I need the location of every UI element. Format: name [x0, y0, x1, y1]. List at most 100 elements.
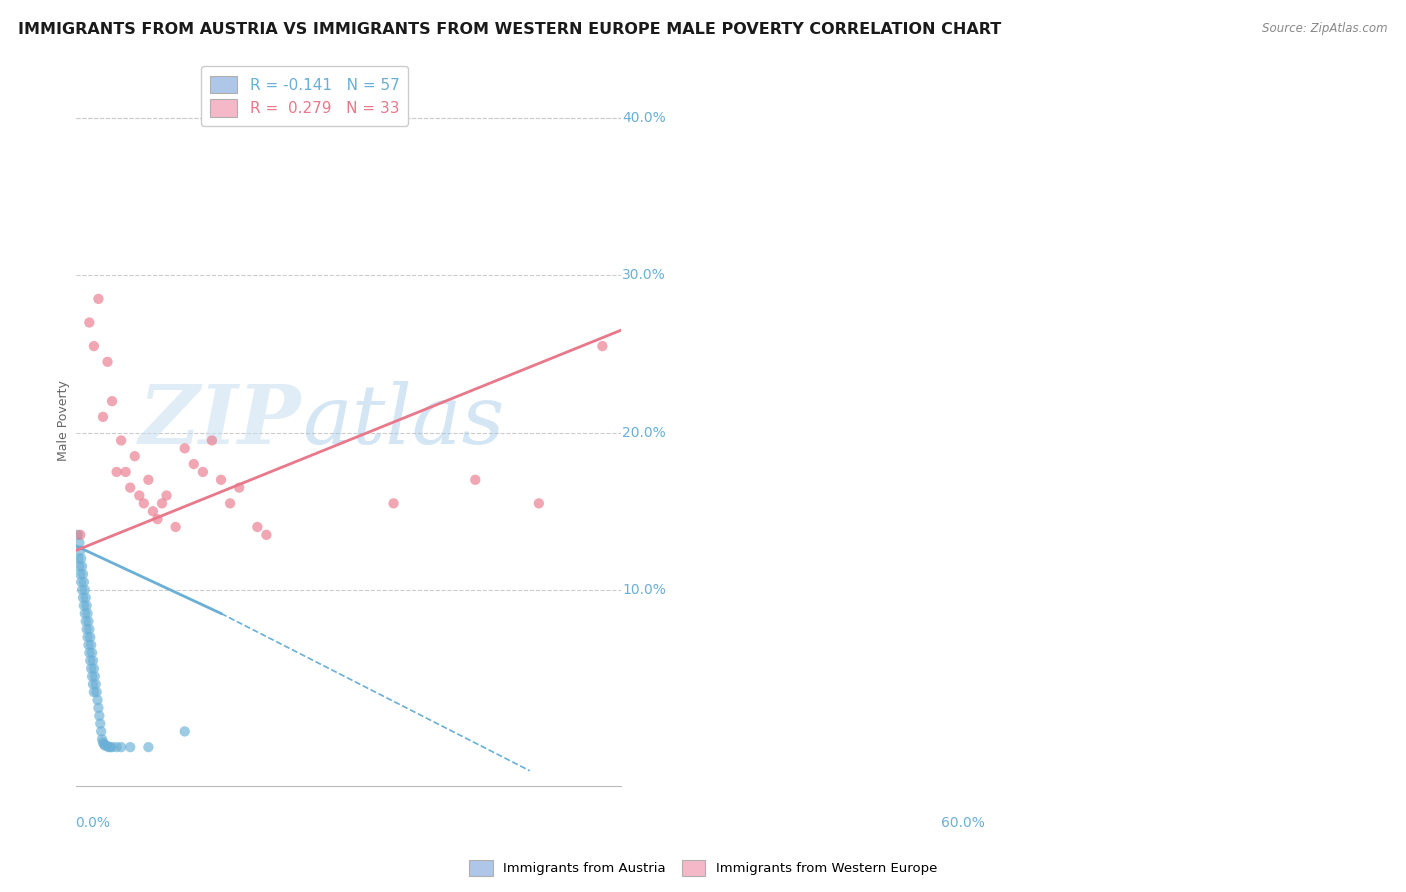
Point [382, 496, 405, 510]
Point [70, 574, 93, 589]
Point [73, 599, 96, 613]
Point [83, 685, 105, 699]
Point [76, 622, 98, 636]
Point [527, 496, 550, 510]
Point [87, 292, 110, 306]
Point [72, 567, 94, 582]
Point [191, 465, 214, 479]
Point [80, 638, 103, 652]
Point [183, 457, 205, 471]
Point [464, 473, 486, 487]
Point [77, 638, 100, 652]
Point [91, 732, 114, 747]
Text: ZIP: ZIP [139, 381, 302, 461]
Point [110, 740, 132, 755]
Y-axis label: Male Poverty: Male Poverty [58, 380, 70, 461]
Point [105, 465, 128, 479]
Point [120, 481, 142, 495]
Point [67, 535, 90, 549]
Point [96, 355, 118, 369]
Point [79, 622, 101, 636]
Point [83, 669, 105, 683]
Text: IMMIGRANTS FROM AUSTRIA VS IMMIGRANTS FROM WESTERN EUROPE MALE POVERTY CORRELATI: IMMIGRANTS FROM AUSTRIA VS IMMIGRANTS FR… [18, 22, 1001, 37]
Point [201, 434, 224, 448]
Point [165, 520, 187, 534]
Point [73, 607, 96, 621]
Point [96, 739, 118, 753]
Point [76, 630, 98, 644]
Point [70, 551, 93, 566]
Point [128, 489, 150, 503]
Point [69, 543, 91, 558]
Point [173, 724, 195, 739]
Point [67, 559, 90, 574]
Point [138, 740, 160, 755]
Point [101, 394, 124, 409]
Legend: R = -0.141   N = 57, R =  0.279   N = 33: R = -0.141 N = 57, R = 0.279 N = 33 [201, 66, 409, 126]
Text: 30.0%: 30.0% [623, 268, 666, 283]
Point [142, 504, 165, 518]
Point [80, 669, 103, 683]
Point [150, 496, 173, 510]
Point [91, 735, 114, 749]
Point [77, 615, 100, 629]
Point [80, 661, 103, 675]
Point [591, 339, 613, 353]
Point [90, 724, 112, 739]
Point [173, 442, 195, 456]
Point [73, 574, 96, 589]
Point [79, 654, 101, 668]
Point [82, 677, 104, 691]
Point [67, 551, 90, 566]
Point [69, 528, 91, 542]
Point [94, 739, 117, 753]
Point [83, 339, 105, 353]
Point [83, 661, 105, 675]
Point [84, 677, 107, 691]
Point [132, 496, 155, 510]
Point [155, 489, 177, 503]
Point [80, 646, 103, 660]
Point [105, 740, 128, 755]
Text: 60.0%: 60.0% [941, 815, 984, 830]
Point [114, 465, 136, 479]
Point [110, 434, 132, 448]
Point [72, 591, 94, 605]
Text: 0.0%: 0.0% [75, 815, 110, 830]
Text: Source: ZipAtlas.com: Source: ZipAtlas.com [1263, 22, 1388, 36]
Point [79, 630, 101, 644]
Point [101, 740, 124, 755]
Point [70, 559, 93, 574]
Point [124, 449, 146, 463]
Point [219, 496, 242, 510]
Point [120, 740, 142, 755]
Text: atlas: atlas [302, 381, 505, 461]
Point [75, 591, 97, 605]
Point [86, 693, 108, 707]
Point [82, 654, 104, 668]
Point [97, 740, 120, 755]
Text: 20.0%: 20.0% [623, 425, 666, 440]
Point [73, 582, 96, 597]
Point [79, 646, 101, 660]
Point [76, 599, 98, 613]
Point [89, 716, 111, 731]
Point [228, 481, 250, 495]
Point [138, 473, 160, 487]
Point [76, 607, 98, 621]
Point [69, 567, 91, 582]
Point [98, 740, 121, 755]
Point [66, 528, 89, 542]
Text: 10.0%: 10.0% [623, 582, 666, 597]
Point [254, 528, 277, 542]
Point [146, 512, 169, 526]
Point [87, 701, 110, 715]
Point [86, 685, 108, 699]
Point [246, 520, 269, 534]
Point [93, 737, 115, 751]
Point [209, 473, 232, 487]
Point [89, 708, 111, 723]
Text: 40.0%: 40.0% [623, 111, 666, 125]
Point [70, 582, 93, 597]
Point [75, 615, 97, 629]
